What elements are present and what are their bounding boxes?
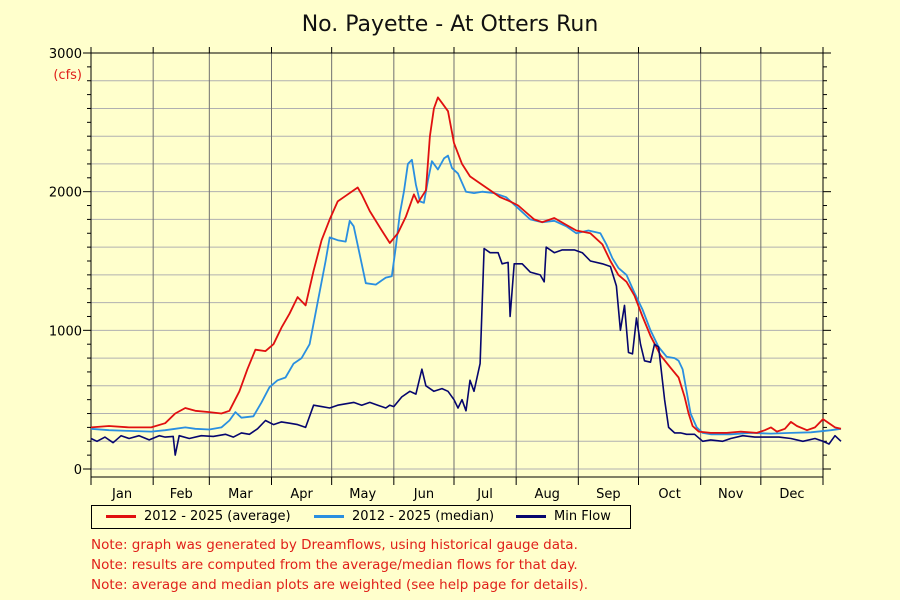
legend-item-average: 2012 - 2025 (average)	[106, 509, 291, 524]
x-tick-label: Oct	[658, 487, 680, 502]
x-tick-label: Dec	[779, 487, 804, 502]
x-tick-label: Feb	[170, 487, 193, 502]
axis-ticks	[83, 47, 831, 485]
series-line-min-flow	[90, 246, 842, 456]
legend-item-min-flow: Min Flow	[516, 509, 611, 524]
legend-swatch-average	[106, 515, 136, 518]
axis-labels: 0 1000 2000 3000 (cfs) Jan Feb Mar Apr May Jun Jul A…	[49, 47, 805, 502]
legend: 2012 - 2025 (average) 2012 - 2025 (media…	[91, 505, 631, 529]
series-line-average	[90, 96, 842, 434]
x-tick-label: Jul	[476, 487, 493, 502]
y-axis-label: (cfs)	[53, 68, 82, 83]
note-line: Note: average and median plots are weigh…	[91, 577, 589, 593]
notes: Note: graph was generated by Dreamflows,…	[91, 535, 588, 595]
grid	[91, 52, 823, 477]
legend-item-median: 2012 - 2025 (median)	[314, 509, 494, 524]
legend-swatch-median	[314, 515, 344, 518]
x-tick-label: May	[349, 487, 376, 502]
y-tick-label: 1000	[49, 324, 82, 339]
x-tick-label: Nov	[718, 487, 744, 502]
series-layer	[90, 96, 842, 456]
legend-label-min-flow: Min Flow	[554, 509, 611, 524]
legend-label-median: 2012 - 2025 (median)	[352, 509, 495, 524]
x-tick-label: Mar	[228, 487, 253, 502]
chart-title: No. Payette - At Otters Run	[301, 12, 599, 37]
x-tick-label: Aug	[535, 487, 560, 502]
x-tick-label: Apr	[290, 487, 313, 502]
y-tick-label: 2000	[49, 186, 82, 201]
y-tick-label: 3000	[49, 47, 82, 62]
x-tick-label: Sep	[596, 487, 621, 502]
x-tick-label: Jan	[111, 487, 132, 502]
y-tick-label: 0	[74, 463, 82, 478]
x-tick-label: Jun	[413, 487, 434, 502]
note-line: Note: results are computed from the aver…	[91, 557, 578, 573]
series-line-median	[90, 154, 842, 436]
legend-swatch-min-flow	[516, 515, 546, 518]
note-line: Note: graph was generated by Dreamflows,…	[91, 537, 578, 553]
legend-label-average: 2012 - 2025 (average)	[144, 509, 291, 524]
plot-frame	[90, 52, 824, 478]
